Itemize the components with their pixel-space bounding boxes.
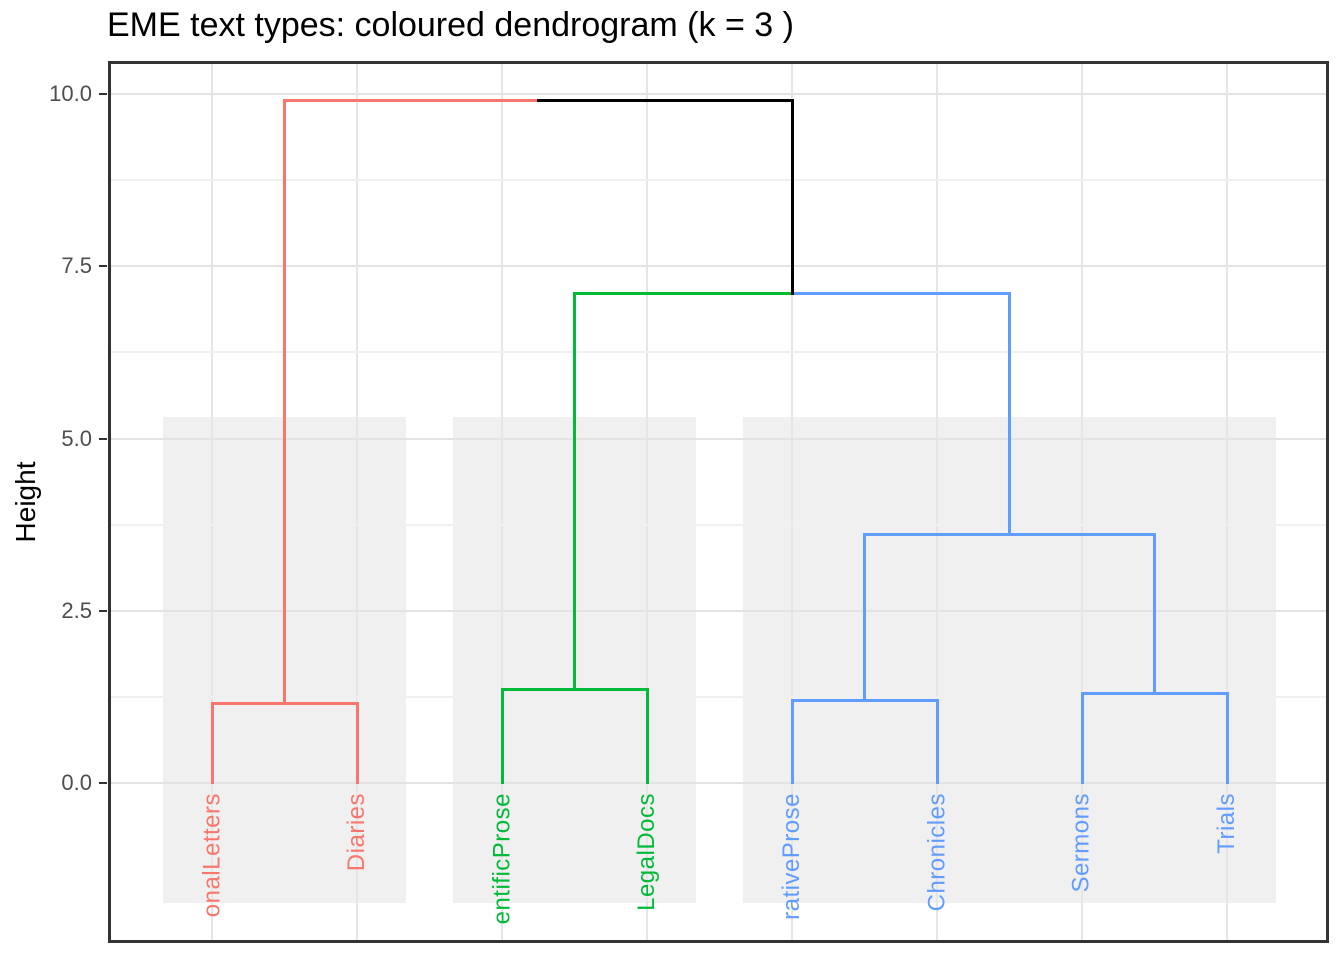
y-gridline-major xyxy=(108,609,1329,612)
branch-segment xyxy=(355,702,359,785)
branch-segment xyxy=(863,533,1011,537)
branch-segment xyxy=(790,698,794,785)
y-axis-title: Height xyxy=(10,461,41,543)
branch-segment xyxy=(1225,691,1229,785)
branch-segment xyxy=(1080,691,1084,785)
x-gridline xyxy=(936,61,938,943)
branch-segment xyxy=(790,99,794,296)
leaf-label: Chronicles xyxy=(923,793,950,912)
branch-segment xyxy=(283,99,286,706)
leaf-label: onalLetters xyxy=(198,793,225,918)
branch-segment xyxy=(863,533,866,702)
branch-segment xyxy=(210,702,214,785)
x-gridline xyxy=(646,61,648,943)
y-tick-mark xyxy=(99,782,107,784)
leaf-label: Trials xyxy=(1213,793,1240,854)
y-gridline-major xyxy=(108,265,1329,268)
branch-segment xyxy=(500,688,504,785)
y-gridline-minor xyxy=(108,695,1329,698)
branch-segment xyxy=(1153,533,1156,695)
branch-segment xyxy=(573,292,794,296)
y-tick-mark xyxy=(99,609,107,612)
branch-segment xyxy=(1153,691,1229,695)
leaf-label: Diaries xyxy=(343,793,370,872)
y-gridline-major xyxy=(108,782,1329,784)
y-tick-label: 2.5 xyxy=(61,597,92,623)
branch-segment xyxy=(935,698,939,785)
branch-segment xyxy=(283,99,540,103)
plot-panel: onalLetters Diaries entificProse LegalDocs r… xyxy=(108,61,1329,943)
branch-segment xyxy=(573,292,576,692)
leaf-label: Sermons xyxy=(1068,793,1095,893)
branch-segment xyxy=(210,702,286,706)
branch-segment xyxy=(790,292,1011,296)
branch-segment xyxy=(1080,691,1156,695)
leaf-label: entificProse xyxy=(488,793,515,925)
branch-segment xyxy=(1008,533,1156,537)
x-gridline xyxy=(356,61,358,943)
branch-segment xyxy=(863,698,939,702)
chart-title: EME text types: coloured dendrogram (k =… xyxy=(107,6,794,44)
y-tick-label: 5.0 xyxy=(61,425,92,451)
x-gridline xyxy=(501,61,503,943)
leaf-label: rativeProse xyxy=(778,793,805,920)
branch-segment xyxy=(645,688,649,785)
y-tick-label: 10.0 xyxy=(49,81,92,106)
x-gridline xyxy=(1081,61,1083,943)
x-gridline xyxy=(1226,61,1228,943)
y-tick-mark xyxy=(99,265,107,268)
y-gridline-major xyxy=(108,437,1329,440)
y-gridline-minor xyxy=(108,179,1329,182)
leaf-label: LegalDocs xyxy=(633,793,660,911)
x-gridline xyxy=(211,61,213,943)
x-gridline xyxy=(791,61,793,943)
branch-segment xyxy=(790,698,866,702)
y-tick-mark xyxy=(99,93,107,95)
y-tick-label: 0.0 xyxy=(61,770,92,795)
branch-segment xyxy=(536,99,794,103)
branch-segment xyxy=(573,688,649,692)
y-gridline-major xyxy=(108,93,1329,95)
y-tick-mark xyxy=(99,437,107,440)
branch-segment xyxy=(283,702,359,706)
y-tick-label: 7.5 xyxy=(61,253,92,279)
branch-segment xyxy=(1008,292,1011,537)
y-gridline-minor xyxy=(108,523,1329,526)
y-gridline-minor xyxy=(108,351,1329,354)
branch-segment xyxy=(500,688,576,692)
